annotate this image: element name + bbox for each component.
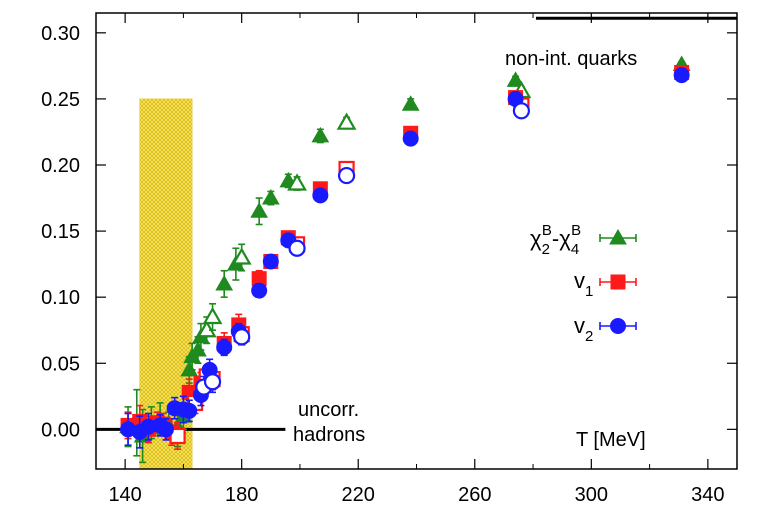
legend-marker-chi [609,228,627,245]
x-tick-label-2: 220 [342,484,375,506]
point-chi-13 [202,306,223,325]
point-chi-22 [336,112,357,130]
y-tick-label-5: 0.25 [41,89,80,111]
legend: χ2B-χ4B v1 v2 [530,222,637,345]
point-v2-24 [673,67,690,84]
y-tick-label-6: 0.30 [41,23,80,45]
point-v2-15 [251,282,268,299]
series-v2 [120,67,690,449]
y-tick-label-3: 0.15 [41,221,80,243]
point-chi-20 [287,173,307,191]
point-v2-20 [337,166,356,185]
x-tick-label-1: 180 [225,484,258,506]
tick-labels-layer: 140 180 220 260 300 340 0.00 0.05 0.10 0.15 0.20 0.… [41,23,724,506]
point-chi-14 [215,274,234,291]
x-axis-label: T [MeV] [576,429,646,451]
legend-marker-v2 [610,318,626,334]
point-v2-21 [402,130,419,147]
legend-samples [599,228,637,334]
y-tick-label-4: 0.20 [41,155,80,177]
x-tick-label-3: 260 [458,484,491,506]
point-chi-24 [506,71,525,87]
point-v2-14 [233,328,251,346]
point-chi-17 [250,202,269,218]
annotation-hadrons: hadrons [293,424,365,446]
point-v2-16 [262,253,279,270]
point-chi-10 [189,341,207,357]
point-v2-23 [512,102,530,120]
legend-label-chi: χ2B-χ4B [530,222,581,258]
x-tick-label-4: 300 [575,484,608,506]
x-tick-label-0: 140 [108,484,141,506]
point-v2-18 [288,239,306,257]
legend-sample-chi [599,228,637,245]
annotation-non-int-quarks: non-int. quarks [505,48,637,70]
legend-label-v2: v2 [574,313,593,345]
point-v2-4 [157,421,174,438]
legend-sample-v2 [599,318,637,334]
y-tick-label-0: 0.00 [41,419,80,441]
legend-sample-v1 [599,274,637,290]
point-chi-23 [401,95,420,111]
y-tick-label-1: 0.05 [41,353,80,375]
point-chi-12 [196,320,217,338]
x-tick-label-5: 340 [691,484,724,506]
y-tick-label-2: 0.10 [41,287,80,309]
point-chi-16 [231,247,252,265]
annotation-uncorr: uncorr. [298,399,359,421]
point-chi-18 [261,189,280,205]
point-v2-7 [181,402,198,419]
point-chi-21 [311,126,330,143]
point-v1-6 [169,427,186,445]
point-v2-11 [203,373,222,391]
point-chi-8 [180,360,199,377]
point-v2-12 [216,339,233,356]
series-layer [119,55,691,464]
legend-marker-v1 [610,274,626,290]
plot-frame-layer [95,12,738,470]
point-v2-19 [312,187,329,204]
legend-label-v1: v1 [574,268,593,300]
